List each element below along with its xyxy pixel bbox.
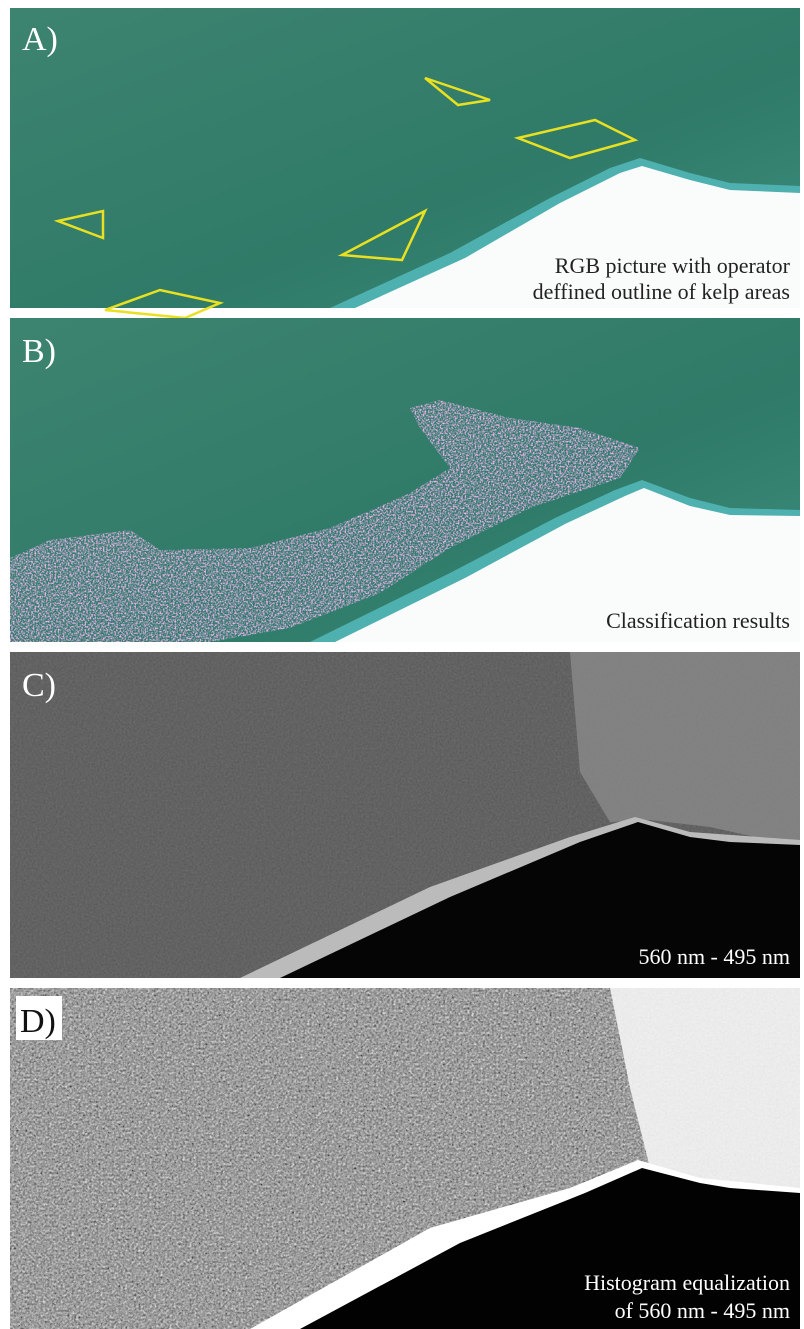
caption: of 560 nm - 495 nm	[615, 1298, 790, 1323]
caption: RGB picture with operator	[555, 253, 791, 278]
panel-label: B)	[22, 333, 56, 370]
caption: deffined outline of kelp areas	[533, 279, 790, 304]
panel-d: D) Histogram equalization of 560 nm - 49…	[10, 988, 800, 1329]
page: A) RGB picture with operator deffined ou…	[0, 0, 804, 1329]
panel-b: B) Classification results	[10, 318, 800, 642]
caption: 560 nm - 495 nm	[638, 944, 790, 969]
caption: Histogram equalization	[584, 1270, 790, 1295]
panel-c: C) 560 nm - 495 nm	[10, 652, 800, 978]
figure: A) RGB picture with operator deffined ou…	[0, 0, 804, 1329]
caption: Classification results	[606, 608, 790, 633]
panel-a: A) RGB picture with operator deffined ou…	[10, 8, 800, 318]
panel-label: D)	[20, 1003, 56, 1040]
panel-label: C)	[22, 667, 56, 704]
panel-label: A)	[22, 21, 58, 58]
